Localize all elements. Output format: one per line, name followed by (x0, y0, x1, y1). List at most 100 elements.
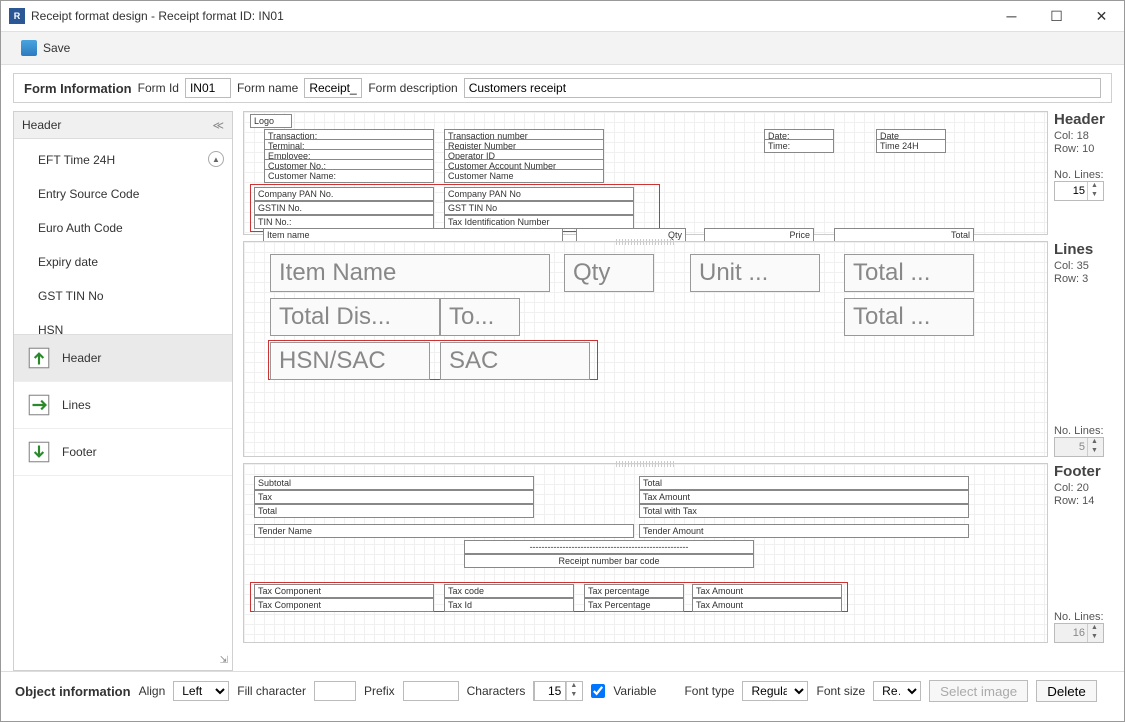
panel-title: Header (1054, 111, 1112, 128)
align-label: Align (139, 684, 166, 698)
field[interactable]: Total with Tax (639, 504, 969, 518)
lines-label: No. Lines: (1054, 611, 1112, 623)
minimize-button[interactable]: ─ (989, 1, 1034, 31)
save-icon (21, 40, 37, 56)
row-stat: Row: 14 (1054, 495, 1112, 507)
grip-handle[interactable] (616, 239, 676, 245)
field[interactable]: GST TIN No (444, 201, 634, 215)
form-desc-label: Form description (368, 81, 457, 95)
field[interactable]: ----------------------------------------… (464, 540, 754, 554)
field[interactable]: Time 24H (876, 139, 946, 153)
row-stat: Row: 3 (1054, 273, 1112, 285)
field[interactable]: Total (254, 504, 534, 518)
footer-design-area[interactable]: Subtotal Total Tax Tax Amount Total Tota… (243, 463, 1048, 643)
field[interactable]: Customer Name: (264, 169, 434, 183)
lines-label: No. Lines: (1054, 425, 1112, 437)
grip-handle[interactable] (616, 461, 676, 467)
field[interactable]: Subtotal (254, 476, 534, 490)
maximize-button[interactable]: ☐ (1034, 1, 1079, 31)
lines-design-area[interactable]: Item Name Qty Unit ... Total ... Total D… (243, 241, 1048, 457)
col-stat: Col: 35 (1054, 260, 1112, 272)
footer-info: Footer Col: 20 Row: 14 No. Lines: ▲▼ (1054, 463, 1112, 643)
field-logo[interactable]: Logo (250, 114, 292, 128)
fill-input[interactable] (314, 681, 356, 701)
field[interactable]: Item Name (270, 254, 550, 292)
field[interactable]: Tender Name (254, 524, 634, 538)
select-image-button[interactable]: Select image (929, 680, 1028, 702)
field[interactable]: Total (639, 476, 969, 490)
field[interactable]: Tax Percentage (584, 598, 684, 612)
header-info: Header Col: 18 Row: 10 No. Lines: ▲▼ (1054, 111, 1112, 235)
field[interactable]: Tax Amount (692, 584, 842, 598)
section-lines-button[interactable]: Lines (14, 382, 232, 429)
field[interactable]: Tax Component (254, 584, 434, 598)
field[interactable]: Tax percentage (584, 584, 684, 598)
field[interactable]: Price (704, 228, 814, 242)
collapse-icon[interactable]: ≪ (212, 119, 224, 132)
save-button[interactable]: Save (15, 38, 76, 58)
field[interactable]: Tax (254, 490, 534, 504)
field[interactable]: Qty (564, 254, 654, 292)
field[interactable]: HSN/SAC (270, 342, 430, 380)
field[interactable]: Item name (263, 228, 563, 242)
field[interactable]: GSTIN No. (254, 201, 434, 215)
field[interactable]: Total ... (844, 298, 974, 336)
section-header-button[interactable]: Header (14, 335, 232, 382)
scroll-up-icon[interactable]: ▲ (208, 151, 224, 167)
form-id-input[interactable] (185, 78, 231, 98)
field[interactable]: Tax code (444, 584, 574, 598)
field[interactable]: To... (440, 298, 520, 336)
form-desc-input[interactable] (464, 78, 1101, 98)
font-size-select[interactable]: Re… (873, 681, 921, 701)
lines-stepper[interactable]: ▲▼ (1054, 181, 1104, 201)
lines-stepper[interactable]: ▲▼ (1054, 437, 1104, 457)
variable-label: Variable (613, 684, 656, 698)
field[interactable]: Tax Id (444, 598, 574, 612)
app-icon: R (9, 8, 25, 24)
list-item[interactable]: Entry Source Code (14, 177, 232, 211)
delete-button[interactable]: Delete (1036, 680, 1097, 702)
left-panel-header[interactable]: Header ≪ (14, 112, 232, 139)
field[interactable]: Tender Amount (639, 524, 969, 538)
field[interactable]: Unit ... (690, 254, 820, 292)
field[interactable]: Company PAN No. (254, 187, 434, 201)
col-stat: Col: 20 (1054, 482, 1112, 494)
field[interactable]: Time: (764, 139, 834, 153)
field[interactable]: SAC (440, 342, 590, 380)
field[interactable]: Total Dis... (270, 298, 440, 336)
font-type-select[interactable]: Regular (742, 681, 808, 701)
list-item[interactable]: GST TIN No (14, 279, 232, 313)
close-button[interactable]: ✕ (1079, 1, 1124, 31)
field[interactable]: Customer Name (444, 169, 604, 183)
field[interactable]: Company PAN No (444, 187, 634, 201)
field[interactable]: Total ... (844, 254, 974, 292)
font-type-label: Font type (684, 684, 734, 698)
chars-stepper[interactable]: ▲▼ (533, 681, 583, 701)
field[interactable]: Receipt number bar code (464, 554, 754, 568)
window-title: Receipt format design - Receipt format I… (31, 9, 989, 23)
field[interactable]: Tax Component (254, 598, 434, 612)
object-info-bar: Object information Align Left Fill chara… (1, 671, 1124, 710)
field[interactable]: TIN No.: (254, 215, 434, 229)
align-select[interactable]: Left (173, 681, 229, 701)
field[interactable]: Tax Amount (639, 490, 969, 504)
field[interactable]: Total (834, 228, 974, 242)
list-item[interactable]: Expiry date (14, 245, 232, 279)
panel-title: Footer (1054, 463, 1112, 480)
section-label: Lines (62, 398, 91, 412)
field[interactable]: Tax Amount (692, 598, 842, 612)
prefix-input[interactable] (403, 681, 459, 701)
section-label: Footer (62, 445, 97, 459)
variable-checkbox[interactable] (591, 681, 605, 701)
lines-stepper[interactable]: ▲▼ (1054, 623, 1104, 643)
form-name-input[interactable] (304, 78, 362, 98)
list-item[interactable]: Euro Auth Code (14, 211, 232, 245)
list-item[interactable]: EFT Time 24H▲ (14, 143, 232, 177)
section-footer-button[interactable]: Footer (14, 429, 232, 476)
form-id-label: Form Id (138, 81, 179, 95)
list-item[interactable]: HSN (14, 313, 232, 334)
expand-icon[interactable]: ⇲ (220, 655, 228, 666)
chars-label: Characters (467, 684, 526, 698)
field[interactable]: Tax Identification Number (444, 215, 634, 229)
header-design-area[interactable]: Logo Transaction: Terminal: Employee: Cu… (243, 111, 1048, 235)
